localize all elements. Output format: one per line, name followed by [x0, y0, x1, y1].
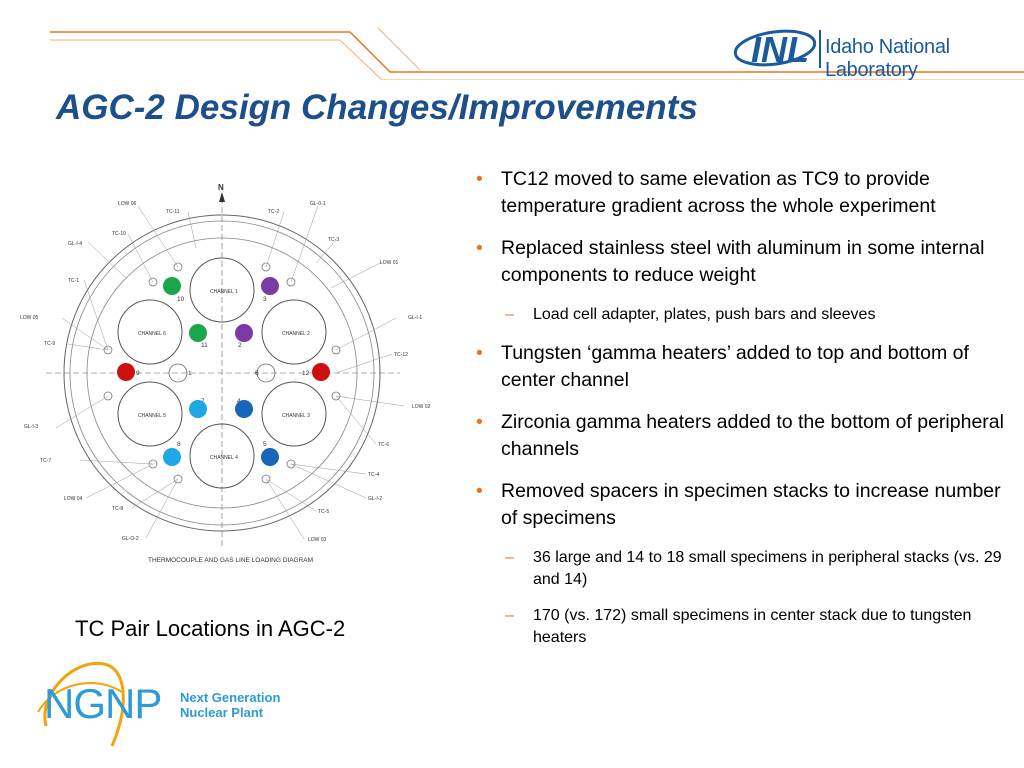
sub-bullet-item: –36 large and 14 to 18 small specimens i… [505, 549, 1002, 588]
diagram-label: LOW 04 [64, 496, 83, 502]
diagram-label: 7 [201, 398, 205, 405]
diagram-label: TC-7 [40, 458, 51, 464]
diagram-label: 12 [302, 370, 310, 377]
tc-marker-light-blue [163, 448, 181, 466]
diagram-label: GL-I-4 [68, 241, 82, 247]
bullet-item: • Removed spacers in specimen stacks to i… [476, 480, 1001, 529]
diagram-label: TC-12 [394, 352, 408, 358]
diagram-label: TC-5 [318, 509, 329, 515]
diagram-label: GL-I-1 [408, 315, 422, 321]
diagram-label: LOW 02 [412, 404, 431, 410]
diagram-label: LOW 05 [20, 315, 39, 321]
bullet-item: • Replaced stainless steel with aluminum … [476, 237, 985, 286]
diagram-label: LOW 01 [380, 260, 399, 266]
bullet-icon: • [476, 168, 483, 190]
dash-icon: – [505, 306, 514, 323]
diagram-label: 8 [177, 441, 181, 448]
diagram-title: THERMOCOUPLE AND GAS LINE LOADING DIAGRA… [148, 557, 313, 564]
ngnp-logo: NGNP Next Generation Nuclear Plant [37, 661, 280, 747]
bullet-item: • TC12 moved to same elevation as TC9 to … [476, 168, 936, 217]
diagram-label: CHANNEL 2 [282, 331, 310, 337]
svg-text:INL: INL [751, 29, 809, 70]
channel-6: CHANNEL 6 [117, 299, 183, 365]
header-decorative-lines [50, 27, 1024, 80]
inl-logo: INL [733, 29, 821, 70]
diagram-label: CHANNEL 3 [282, 413, 310, 419]
tc-marker-light-blue [189, 400, 207, 418]
diagram-label: 5 [263, 441, 267, 448]
diagram-label: TC-10 [112, 231, 126, 237]
slide-title: AGC-2 Design Changes/Improvements [56, 88, 698, 127]
diagram-label: GL-O-2 [122, 536, 139, 542]
tc-marker-red [117, 363, 135, 381]
bullet-item: • Zirconia gamma heaters added to the bot… [476, 411, 1004, 460]
diagram-label: GL-I-3 [24, 424, 38, 430]
tc-marker-dark-blue [261, 448, 279, 466]
tc-marker-green [189, 324, 207, 342]
bullet-list: • TC12 moved to same elevation as TC9 to … [476, 166, 1016, 663]
dash-icon: – [505, 549, 514, 566]
diagram-label: 10 [177, 296, 185, 303]
lab-name: Idaho National Laboratory [825, 36, 950, 81]
diagram-label: CHANNEL 6 [138, 331, 166, 337]
diagram-label: CHANNEL 5 [138, 413, 166, 419]
diagram-label: CHANNEL 1 [210, 289, 238, 295]
diagram-caption: TC Pair Locations in AGC-2 [75, 616, 346, 641]
diagram-label: TC-4 [368, 472, 379, 478]
tc-marker-purple [235, 324, 253, 342]
tc-marker-purple [261, 277, 279, 295]
north-label: N [218, 183, 224, 192]
diagram-label: 3 [263, 296, 267, 303]
diagram-label: 2 [238, 342, 242, 349]
diagram-label: LOW 03 [308, 537, 327, 543]
ngnp-line2: Nuclear Plant [180, 705, 264, 720]
ngnp-acronym: NGNP [44, 680, 161, 727]
channel-2: CHANNEL 2 [261, 299, 327, 365]
diagram-label: GL-0-1 [310, 201, 326, 207]
channel-3: CHANNEL 3 [261, 381, 327, 447]
diagram-label: CHANNEL 4 [210, 455, 238, 461]
channel-5: CHANNEL 5 [117, 381, 183, 447]
tc-marker-dark-blue [235, 400, 253, 418]
diagram-label: 11 [201, 342, 208, 349]
bullet-icon: • [476, 411, 483, 433]
channel-1: CHANNEL 1 [189, 257, 255, 323]
diagram-label: TC-11 [166, 209, 180, 215]
diagram-label: TC-6 [378, 442, 389, 448]
diagram-label: GL-I-2 [368, 496, 382, 502]
bullet-icon: • [476, 237, 483, 259]
diagram-label: TC-2 [268, 209, 279, 215]
diagram-label: TC-8 [112, 506, 123, 512]
diagram-label: TC-3 [328, 237, 339, 243]
bullet-icon: • [476, 342, 483, 364]
diagram-label: 4 [237, 398, 241, 405]
diagram-label: 9 [136, 370, 140, 377]
diagram-label: TC-1 [68, 278, 79, 284]
diagram-label: TC-9 [44, 341, 55, 347]
dash-icon: – [505, 607, 514, 624]
sub-bullet-item: – Load cell adapter, plates, push bars an… [476, 304, 1016, 326]
bullet-icon: • [476, 480, 483, 502]
tc-marker-green [163, 277, 181, 295]
thermocouple-diagram: N CHANNEL 1 CHANNEL 2 CHANNEL 3 CHANNEL … [20, 183, 431, 564]
sub-bullet-item: –170 (vs. 172) small specimens in center… [505, 607, 972, 646]
diagram-label: 6 [255, 370, 259, 377]
bullet-item: • Tungsten ‘gamma heaters’ added to top a… [476, 342, 969, 391]
tc-marker-red [312, 363, 330, 381]
diagram-label: 1 [188, 370, 192, 377]
channel-4: CHANNEL 4 [189, 423, 255, 489]
diagram-label: LOW 06 [118, 201, 137, 207]
ngnp-line1: Next Generation [180, 690, 280, 705]
